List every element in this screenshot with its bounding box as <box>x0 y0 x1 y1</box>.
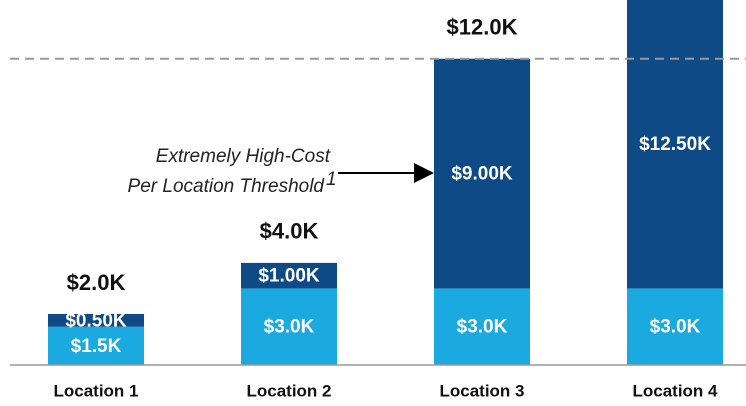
value-label: $3.0K <box>457 317 508 338</box>
total-label: $4.0K <box>260 219 319 244</box>
bar-segment <box>48 313 144 327</box>
plot-area <box>48 0 723 365</box>
total-label: $12.0K <box>447 15 518 40</box>
bar-segment <box>627 288 723 365</box>
x-tick-label: Location 2 <box>246 381 331 400</box>
bar-segment <box>241 288 337 365</box>
total-label: $2.0K <box>67 270 126 295</box>
x-tick-label: Location 1 <box>53 381 138 400</box>
bar-segment <box>241 262 337 289</box>
bar-segment <box>434 58 530 289</box>
value-label: $12.50K <box>639 134 711 155</box>
bar-segment <box>434 288 530 365</box>
annotation-footnote: 1 <box>326 169 337 190</box>
annotation: Per Location Threshold <box>128 176 326 197</box>
value-label: $9.00K <box>451 164 513 185</box>
value-label: $0.50K <box>65 310 127 331</box>
value-label: $1.5K <box>71 336 122 357</box>
x-tick-label: Location 3 <box>439 381 524 400</box>
value-label: $3.0K <box>264 317 315 338</box>
value-label: $3.0K <box>650 317 701 338</box>
bar-segment <box>627 0 723 289</box>
value-label: $1.00K <box>258 266 320 287</box>
bar-segment <box>48 326 144 365</box>
x-tick-label: Location 4 <box>632 381 718 400</box>
annotation: Extremely High-Cost <box>156 146 331 167</box>
